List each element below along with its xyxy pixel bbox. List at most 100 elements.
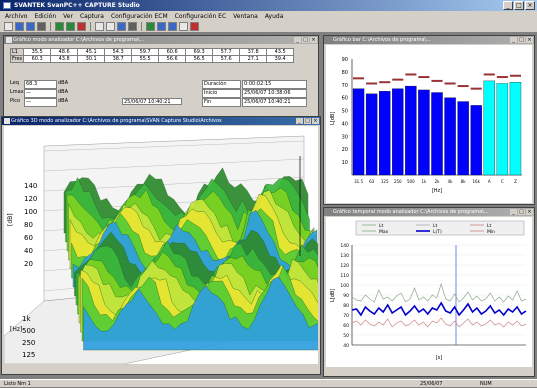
status-bar: Listo Nm 1 25/06/07 NUM xyxy=(0,379,537,387)
maximize-button[interactable]: □ xyxy=(514,1,524,10)
table-cell[interactable]: 57.6 xyxy=(212,55,241,63)
new-icon[interactable] xyxy=(4,22,13,31)
time-field-row: Duración 0:00:02:15 xyxy=(202,80,312,89)
field-value[interactable]: — xyxy=(24,98,57,107)
table-cell[interactable]: 43.5 xyxy=(266,48,295,56)
x-tick-label: 4k xyxy=(448,179,454,184)
y-tick-label: 90 xyxy=(343,293,349,299)
graph-3d-canvas[interactable]: 140 120 100 80 60 40 20 [dB] 1k 500 250 125 [Hz] xyxy=(4,126,318,364)
table-cell[interactable]: 69.3 xyxy=(185,48,214,56)
y-tick-label: 10 xyxy=(342,160,348,166)
y-tick-label: 100 xyxy=(340,283,349,289)
menu-bar: Archivo Edición Ver Captura Configuración EC… xyxy=(0,11,537,21)
menu-item[interactable]: Configuración ECM xyxy=(110,12,168,20)
table-cell[interactable]: 55.5 xyxy=(131,55,160,63)
maximize-button[interactable]: □ xyxy=(518,37,525,43)
table-cell[interactable]: 43.8 xyxy=(50,55,79,63)
graph-3d-window-title[interactable]: Gráfico 3D modo analizador C:\Archivos d… xyxy=(2,117,320,125)
stop-icon[interactable] xyxy=(77,22,86,31)
minimize-button[interactable]: _ xyxy=(510,209,517,215)
table-cell[interactable]: 59.7 xyxy=(131,48,160,56)
results-table-window: Gráfico modo analizador C:\Archivos de p… xyxy=(3,35,319,123)
line-icon[interactable] xyxy=(168,22,177,31)
x-tick-label: Z xyxy=(514,179,517,184)
menu-item[interactable]: Ayuda xyxy=(264,12,284,20)
z-tick-label: 120 xyxy=(24,195,37,203)
bar-icon[interactable] xyxy=(157,22,166,31)
table-cell[interactable]: 56.5 xyxy=(185,55,214,63)
max-marker xyxy=(366,82,378,85)
table-cell[interactable]: 54.3 xyxy=(104,48,133,56)
row-label: Fres xyxy=(9,55,25,63)
time-chart-scrollbar[interactable] xyxy=(326,368,532,376)
open-icon[interactable] xyxy=(15,22,24,31)
menu-item[interactable]: Ventana xyxy=(233,12,258,20)
delete-icon[interactable] xyxy=(190,22,199,31)
capture-icon[interactable] xyxy=(55,22,64,31)
zoom-icon[interactable] xyxy=(117,22,126,31)
print-icon[interactable] xyxy=(37,22,46,31)
maximize-button[interactable]: □ xyxy=(302,37,309,43)
field-value[interactable]: 0:00:02:15 xyxy=(242,80,307,89)
table-cell[interactable]: 48.6 xyxy=(50,48,79,56)
x-tick-label: 8k xyxy=(461,179,467,184)
table-cell[interactable]: 45.1 xyxy=(77,48,106,56)
menu-item[interactable]: Captura xyxy=(79,12,104,20)
field-value[interactable]: — xyxy=(24,89,57,98)
time-window-title[interactable]: Gráfico temporal modo analizador C:\Arch… xyxy=(324,208,534,216)
y-tick-label: 30 xyxy=(342,134,348,140)
close-button[interactable]: × xyxy=(526,209,533,215)
settings-icon[interactable] xyxy=(128,22,137,31)
maximize-button[interactable]: □ xyxy=(304,118,311,124)
menu-item[interactable]: Archivo xyxy=(5,12,28,20)
bar xyxy=(418,89,430,176)
table-cell[interactable]: 37.8 xyxy=(239,48,268,56)
table-cell[interactable]: 60.3 xyxy=(23,55,52,63)
z-tick-label: 100 xyxy=(24,208,37,216)
level-field-row: Pico — dBA xyxy=(10,98,130,107)
table-cell[interactable]: 30.1 xyxy=(77,55,106,63)
run-icon[interactable] xyxy=(66,22,75,31)
field-value[interactable]: 68.3 xyxy=(24,80,57,89)
menu-item[interactable]: Configuración EC xyxy=(174,12,227,20)
table-cell[interactable]: 60.6 xyxy=(158,48,187,56)
close-button[interactable]: × xyxy=(310,37,317,43)
bar-window-title[interactable]: Gráfico bar C:\Archivos de programa\... xyxy=(324,36,534,44)
close-button[interactable]: × xyxy=(525,1,535,10)
field-value[interactable]: 25/06/07 10:40:21 xyxy=(242,98,307,107)
table-cell[interactable]: 27.1 xyxy=(239,55,268,63)
time-field[interactable]: 25/06/07 10:40:21 xyxy=(122,98,182,105)
bar xyxy=(509,82,522,176)
bar xyxy=(496,83,509,176)
menu-item[interactable]: Edición xyxy=(34,12,57,20)
save-icon[interactable] xyxy=(26,22,35,31)
field-label: Pico xyxy=(10,98,21,104)
close-button[interactable]: × xyxy=(526,37,533,43)
graph-3d-icon[interactable] xyxy=(146,22,155,31)
table-cell[interactable]: 56.6 xyxy=(158,55,187,63)
table-cell[interactable]: 57.7 xyxy=(212,48,241,56)
grid-line xyxy=(43,158,305,172)
menu-item[interactable]: Ver xyxy=(63,12,73,20)
copy-icon[interactable] xyxy=(106,22,115,31)
minimize-button[interactable]: _ xyxy=(503,1,513,10)
field-value[interactable]: 25/06/07 10:38:06 xyxy=(242,89,307,98)
max-marker xyxy=(353,77,365,80)
table-cell[interactable]: 35.5 xyxy=(23,48,52,56)
max-marker xyxy=(509,74,521,77)
table-cell[interactable]: 38.7 xyxy=(104,55,133,63)
table-cell[interactable]: 39.4 xyxy=(266,55,295,63)
results-window-title[interactable]: Gráfico modo analizador C:\Archivos de p… xyxy=(4,36,318,44)
minimize-button[interactable]: _ xyxy=(510,37,517,43)
maximize-button[interactable]: □ xyxy=(518,209,525,215)
graph-3d-window-controls: _ □ × xyxy=(296,118,319,124)
cut-icon[interactable] xyxy=(95,22,104,31)
horizontal-scrollbar[interactable] xyxy=(4,365,318,373)
y-tick-label: 130 xyxy=(340,253,349,259)
level-fields: Leq 68.3 dBA Lmax — dBA Pico — dBA xyxy=(10,80,130,107)
table-icon[interactable] xyxy=(179,22,188,31)
minimize-button[interactable]: _ xyxy=(294,37,301,43)
minimize-button[interactable]: _ xyxy=(296,118,303,124)
close-button[interactable]: × xyxy=(312,118,319,124)
y-tick-label: 60 xyxy=(342,96,348,102)
